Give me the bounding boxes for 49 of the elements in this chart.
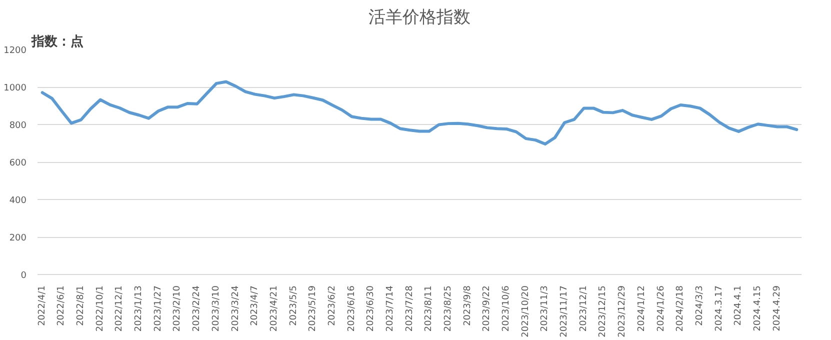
y-tick-label: 0 (20, 271, 27, 281)
x-tick-label: 2022/4/1 (37, 286, 48, 326)
x-tick-label: 2023/11/17 (560, 286, 570, 338)
y-tick-label: 200 (9, 234, 27, 244)
y-tick-label: 800 (9, 121, 27, 131)
x-tick-label: 2023/12/15 (598, 286, 608, 338)
x-tick-label: 2024/3/3 (694, 286, 705, 326)
x-tick-label: 2023/10/6 (502, 285, 512, 332)
x-tick-label: 2023/7/28 (404, 285, 415, 332)
x-tick-label: 2023/8/25 (444, 285, 454, 332)
y-axis-title: 指数：点 (30, 34, 84, 50)
x-tick-label: 2023/9/22 (482, 285, 492, 332)
x-tick-label: 2023/9/8 (462, 285, 473, 326)
line-series (40, 80, 798, 146)
x-tick-label: 2023/3/24 (230, 285, 241, 332)
x-tick-label: 2023/6/30 (366, 285, 376, 332)
x-tick-label: 2022/8/1 (76, 286, 86, 326)
x-tick-label: 2022/12/1 (114, 285, 125, 332)
x-tick-label: 2023/6/2 (327, 286, 338, 326)
x-tick-label: 2023/12/29 (618, 285, 628, 338)
x-tick-label: 2023/6/16 (346, 285, 357, 332)
x-tick-label: 2022/6/1 (56, 286, 67, 326)
x-tick-label: 2024.4.15 (752, 285, 763, 332)
y-tick-label: 1200 (4, 46, 27, 56)
x-tick-label: 2024/1/12 (636, 285, 647, 332)
x-tick-label: 2023/1/13 (134, 285, 144, 332)
x-tick-label: 2023/11/3 (540, 285, 550, 332)
x-tick-label: 2024.4.1 (734, 286, 744, 326)
x-tick-label: 2023/4/7 (250, 286, 260, 326)
x-tick-label: 2023/8/11 (424, 285, 434, 332)
y-tick-label: 400 (9, 196, 27, 206)
x-tick-label: 2024.4.29 (772, 285, 782, 332)
x-tick-label: 2022/10/1 (95, 285, 106, 332)
x-tick-label: 2023/2/10 (172, 285, 183, 332)
x-tick-label: 2023/12/1 (578, 285, 589, 332)
x-tick-label: 2023/7/14 (385, 285, 396, 332)
x-tick-label: 2023/2/24 (192, 285, 202, 332)
x-tick-label: 2023/5/19 (308, 285, 318, 332)
x-tick-label: 2023/4/21 (269, 285, 280, 332)
x-tick-label: 2024.3.17 (714, 285, 724, 332)
x-tick-label: 2024/1/26 (656, 285, 666, 332)
x-tick-label: 2024/2/18 (676, 285, 686, 332)
y-tick-label: 1000 (4, 84, 27, 94)
x-tick-label: 2023/10/20 (520, 285, 531, 338)
chart-title: 活羊价格指数 (368, 8, 470, 28)
x-tick-label: 2023/5/5 (288, 286, 299, 326)
y-tick-label: 600 (9, 158, 27, 168)
x-tick-label: 2023/1/27 (153, 285, 164, 332)
x-tick-label: 2023/3/10 (211, 285, 222, 332)
